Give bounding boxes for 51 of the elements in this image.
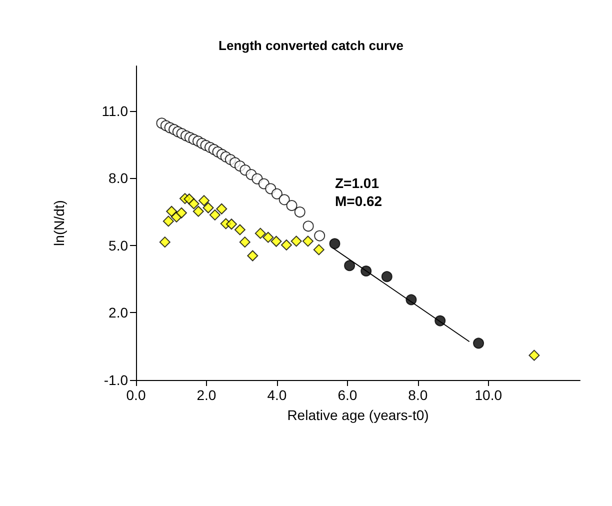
point [192,206,204,217]
annotation: Z=1.01 [335,175,380,191]
point [528,350,540,361]
point [188,198,200,210]
x-tick-label: 6.0 [338,387,358,403]
point [254,228,266,239]
point [209,209,220,220]
point [166,206,178,217]
y-tick-label: 2.0 [108,304,128,321]
y-tick-label: 5.0 [108,237,128,254]
point [344,260,356,272]
y-axis-title: ln(N/dt) [51,200,67,246]
x-tick-label: 10.0 [474,387,502,403]
point [262,232,274,243]
y-tick-label: 8.0 [108,170,128,186]
point [176,207,187,218]
point [473,338,484,349]
point [226,218,237,230]
point [434,315,446,326]
point [162,216,174,227]
y-tick-label: -1.0 [104,372,128,388]
point [159,236,170,248]
point [216,203,228,214]
y-tick-label: 11.0 [102,102,128,119]
point [381,271,392,282]
point [302,236,314,247]
x-tick-label: 8.0 [408,387,428,403]
point [278,194,290,206]
point [286,200,298,212]
point [198,195,210,206]
point [247,250,258,262]
point [290,236,302,247]
point [280,239,292,250]
x-tick-label: 2.0 [196,387,216,403]
point [360,266,372,276]
point [294,206,306,218]
x-axis-title: Relative age (years-t0) [287,407,429,423]
x-tick-label: 0.0 [126,387,146,403]
chart-title: Length converted catch curve [218,38,404,53]
point [314,230,326,242]
point [271,188,282,200]
x-tick-label: 4.0 [267,387,287,403]
point [302,220,314,232]
point [313,244,324,256]
annotation: M=0.62 [335,193,382,209]
point [270,236,282,247]
point [329,238,340,250]
point [239,236,250,248]
point [406,294,417,306]
point [202,202,214,214]
point [234,224,246,236]
